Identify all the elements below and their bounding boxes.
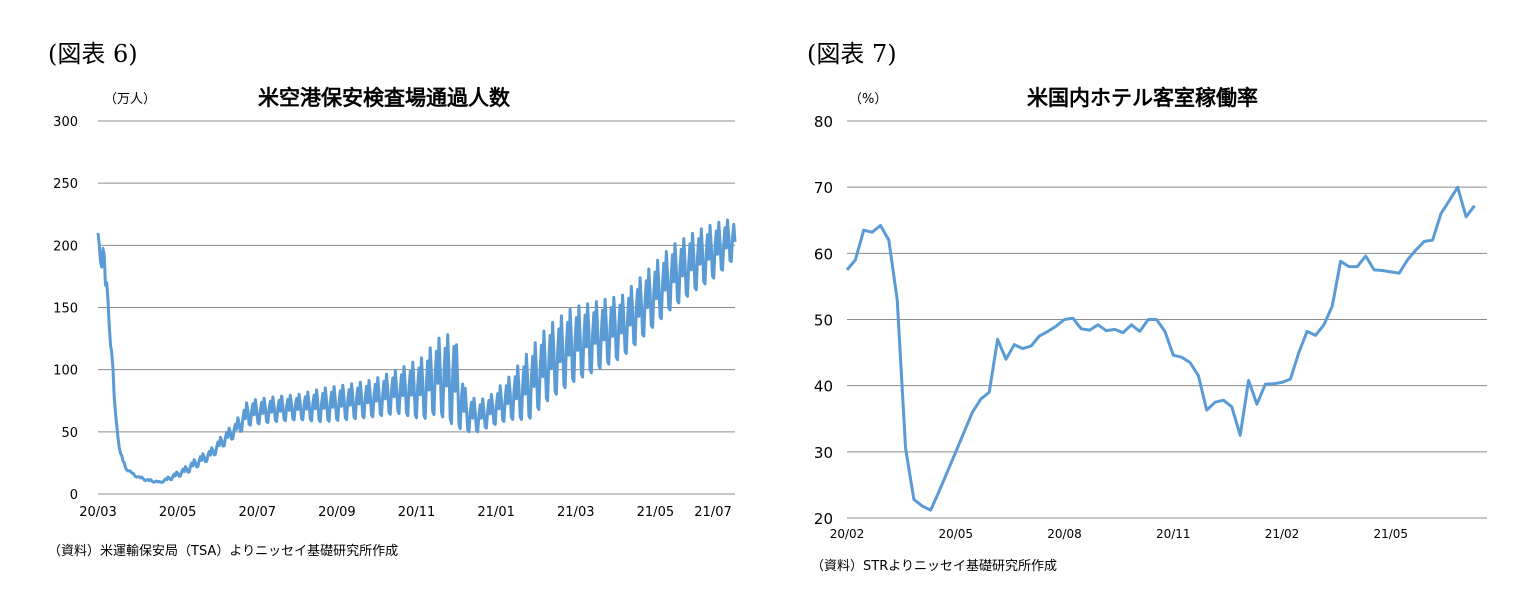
x-tick-label: 20/03 [79,505,116,520]
x-tick-label: 21/05 [637,505,674,520]
chart-svg-hotel: 20 30 40 50 60 70 80 20/02 20/05 20/08 20/11 21/02 2… [814,113,1487,541]
y-tick-label: 50 [814,312,833,330]
x-tick-label: 21/07 [694,505,731,520]
chart-title: 米国内ホテル客室稼働率 [1027,86,1258,110]
chart-panel-tsa: (図表 6) （万人） 米空港保安検査場通過人数 0 50 100 150 200 250… [48,40,737,559]
series-line-hotel-occupancy [845,185,1476,512]
y-tick-label: 150 [53,302,78,317]
x-tick-label: 21/01 [477,505,514,520]
y-tick-label: 100 [53,364,78,379]
y-tick-label: 300 [53,115,78,130]
x-tick-label: 21/03 [557,505,594,520]
y-axis-unit: （%） [849,92,888,107]
y-tick-label: 40 [814,378,833,396]
source-note: （資料）STRよりニッセイ基礎研究所作成 [811,559,1057,574]
x-tick-label: 20/05 [938,527,973,541]
y-tick-label: 70 [814,179,833,197]
y-tick-label: 200 [53,239,78,254]
chart-title: 米空港保安検査場通過人数 [258,86,510,110]
figure-label: (図表 6) [48,40,138,68]
y-axis-unit: （万人） [104,92,157,107]
x-tick-label: 21/05 [1373,527,1408,541]
x-tick-label: 20/08 [1047,527,1082,541]
y-tick-label: 0 [70,488,78,503]
x-tick-label: 20/11 [1156,527,1191,541]
x-tick-label: 20/09 [318,505,355,520]
y-tick-label: 60 [814,245,833,263]
series-line-tsa-throughput [96,218,737,484]
x-tick-label: 20/07 [239,505,276,520]
y-tick-label: 20 [814,510,833,528]
y-tick-label: 50 [61,426,78,441]
x-tick-label: 20/05 [159,505,196,520]
figure-label: (図表 7) [807,40,897,68]
y-tick-label: 30 [814,444,833,462]
y-tick-label: 80 [814,113,833,131]
x-tick-label: 21/02 [1265,527,1300,541]
x-tick-label: 20/11 [398,505,435,520]
x-tick-label: 20/02 [830,527,865,541]
chart-panel-hotel: (図表 7) （%） 米国内ホテル客室稼働率 20 30 40 50 60 70 80 20/… [769,0,1538,614]
chart-svg-tsa: 0 50 100 150 200 250 300 20/03 20/05 20/07 20/09 20… [53,115,737,520]
source-note: （資料）米運輸保安局（TSA）よりニッセイ基礎研究所作成 [48,544,399,559]
y-tick-label: 250 [53,177,78,192]
